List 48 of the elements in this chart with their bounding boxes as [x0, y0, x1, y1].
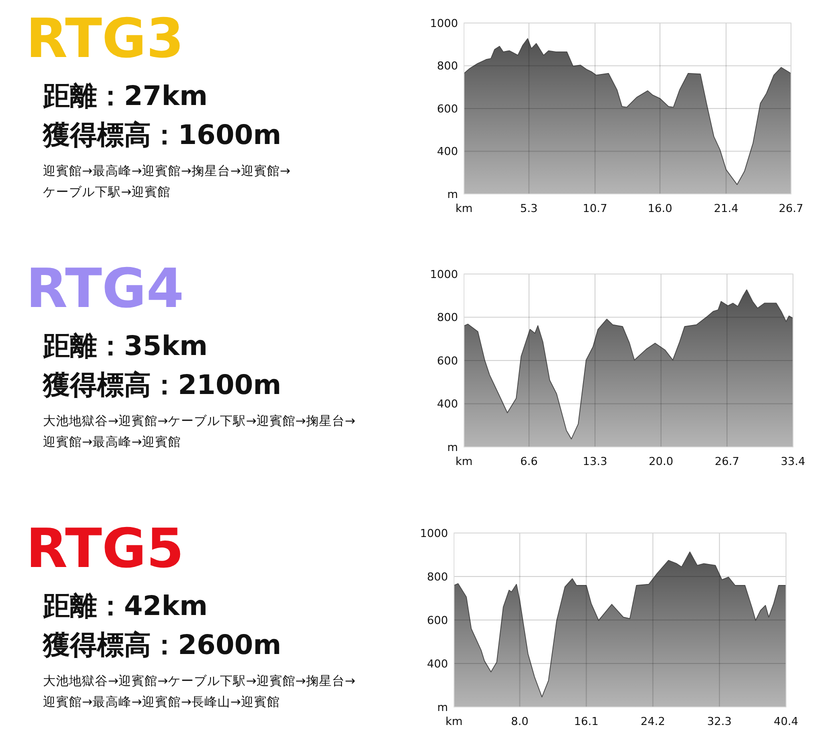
text: 迎賓館→最高峰→迎賓館→長峰山→迎賓館 [43, 694, 280, 709]
y-tick-label: 800 [427, 570, 448, 584]
x-tick-label: 5.3 [520, 202, 538, 215]
y-tick-label: 1000 [430, 16, 458, 30]
x-axis-title: km [455, 455, 473, 468]
x-tick-label: 33.4 [780, 455, 806, 468]
text: 距離：42km [42, 591, 208, 622]
y-tick-label: 400 [427, 657, 448, 670]
text: 大池地獄谷→迎賓館→ケーブル下駅→迎賓館→掬星台→ [43, 673, 356, 688]
text: 獲得標高：1600m [42, 120, 282, 151]
x-tick-label: 24.2 [640, 715, 666, 728]
x-tick-label: 26.7 [714, 455, 740, 468]
x-tick-label: 32.3 [707, 715, 732, 728]
text: 獲得標高：2600m [42, 630, 282, 661]
text: RTG3 [26, 7, 184, 70]
y-tick-label: 400 [437, 398, 458, 411]
y-axis-title: m [447, 188, 458, 201]
text: 距離：35km [42, 331, 208, 362]
y-tick-label: 1000 [420, 526, 448, 540]
x-tick-label: 10.7 [582, 202, 608, 215]
text: 迎賓館→最高峰→迎賓館→掬星台→迎賓館→ [43, 163, 290, 178]
y-tick-label: 800 [437, 60, 458, 73]
x-tick-label: 6.6 [520, 455, 538, 468]
text: RTG5 [26, 517, 184, 580]
x-tick-label: 16.0 [648, 202, 672, 215]
x-tick-label: 20.0 [648, 455, 674, 468]
y-tick-label: 600 [437, 354, 458, 368]
y-tick-label: 400 [437, 145, 458, 158]
x-tick-label: 40.4 [774, 715, 798, 728]
x-axis-title: km [455, 202, 473, 215]
text: 大池地獄谷→迎賓館→ケーブル下駅→迎賓館→掬星台→ [43, 413, 356, 428]
x-tick-label: 21.4 [714, 202, 738, 215]
text: 迎賓館→最高峰→迎賓館 [43, 434, 181, 449]
text: RTG4 [26, 257, 184, 320]
text: ケーブル下駅→迎賓館 [43, 184, 170, 199]
x-tick-label: 16.1 [574, 715, 599, 728]
x-axis-title: km [445, 715, 463, 728]
y-tick-label: 1000 [430, 268, 458, 281]
x-tick-label: 13.3 [582, 455, 608, 468]
text: 距離：27km [42, 81, 208, 112]
y-axis-title: m [447, 440, 458, 454]
y-tick-label: 600 [437, 102, 458, 116]
text: 獲得標高：2100m [42, 370, 282, 401]
x-tick-label: 26.7 [778, 202, 804, 215]
y-tick-label: 800 [437, 311, 458, 324]
x-tick-label: 8.0 [510, 715, 528, 728]
y-tick-label: 600 [427, 614, 448, 627]
y-axis-title: m [437, 700, 448, 714]
